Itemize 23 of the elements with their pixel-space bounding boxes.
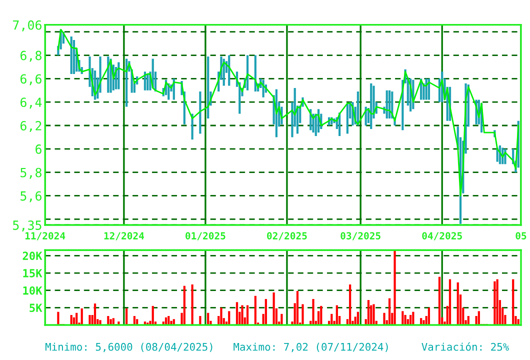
y-tick-label: 5,8	[20, 168, 42, 179]
x-tick-label: 01/2025	[186, 232, 226, 240]
x-tick-label: 05	[516, 232, 526, 240]
text: Variación: 25%	[422, 342, 509, 351]
x-tick-label: 02/2025	[267, 232, 307, 240]
y-tick-label: 6	[36, 144, 42, 154]
y-tick-label: 6,8	[20, 50, 42, 62]
y-tick-label: 5,35	[13, 220, 42, 232]
y-tick-label: 7,06	[13, 20, 42, 32]
y-tick-label: 15K	[23, 269, 42, 278]
y-tick-label: 6,6	[20, 74, 42, 86]
text: Minimo: 5,6000 (08/04/2025)	[45, 342, 212, 352]
x-tick-label: 11/2024	[25, 232, 66, 240]
y-tick-label: 6,4	[20, 98, 42, 109]
y-tick-label: 20K	[22, 252, 42, 260]
y-tick-label: 6,2	[20, 121, 42, 132]
y-tick-label: 5,6	[20, 191, 42, 202]
x-tick-label: 04/2025	[422, 232, 462, 240]
x-tick-label: 03/2025	[340, 232, 380, 240]
y-tick-label: 5K	[30, 304, 42, 312]
text: Maximo: 7,02 (07/11/2024)	[234, 342, 388, 352]
y-tick-label: 10K	[23, 286, 42, 295]
x-tick-label: 12/2024	[104, 232, 144, 240]
